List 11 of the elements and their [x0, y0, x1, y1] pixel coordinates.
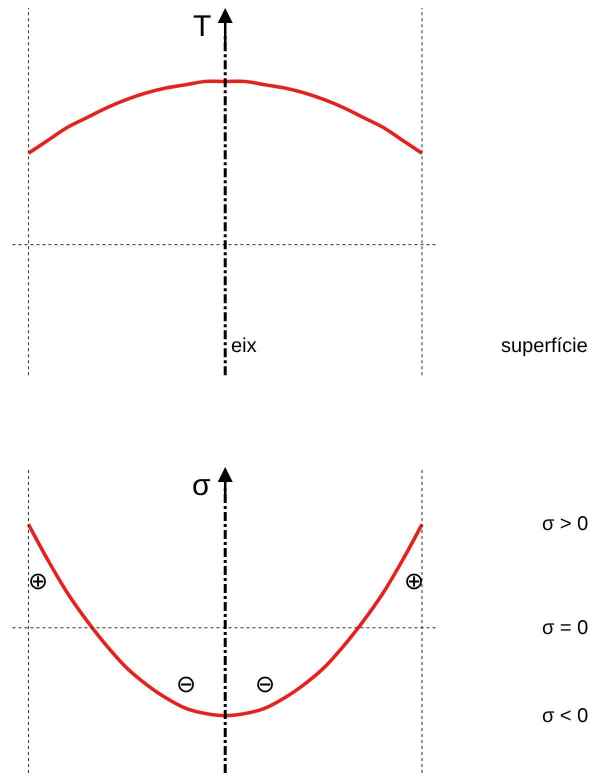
text: superfície — [501, 335, 588, 357]
y-axis-title: T — [193, 10, 212, 43]
annotation: ⊖ — [255, 671, 275, 698]
annotation: ⊖ — [176, 671, 196, 698]
text: σ < 0 — [542, 705, 588, 727]
text: eix — [231, 335, 257, 357]
annotation: ⊕ — [28, 568, 48, 595]
text: σ = 0 — [542, 617, 588, 639]
annotation: ⊕ — [404, 568, 424, 595]
y-axis-title: σ — [192, 469, 211, 502]
text: σ > 0 — [542, 513, 588, 535]
